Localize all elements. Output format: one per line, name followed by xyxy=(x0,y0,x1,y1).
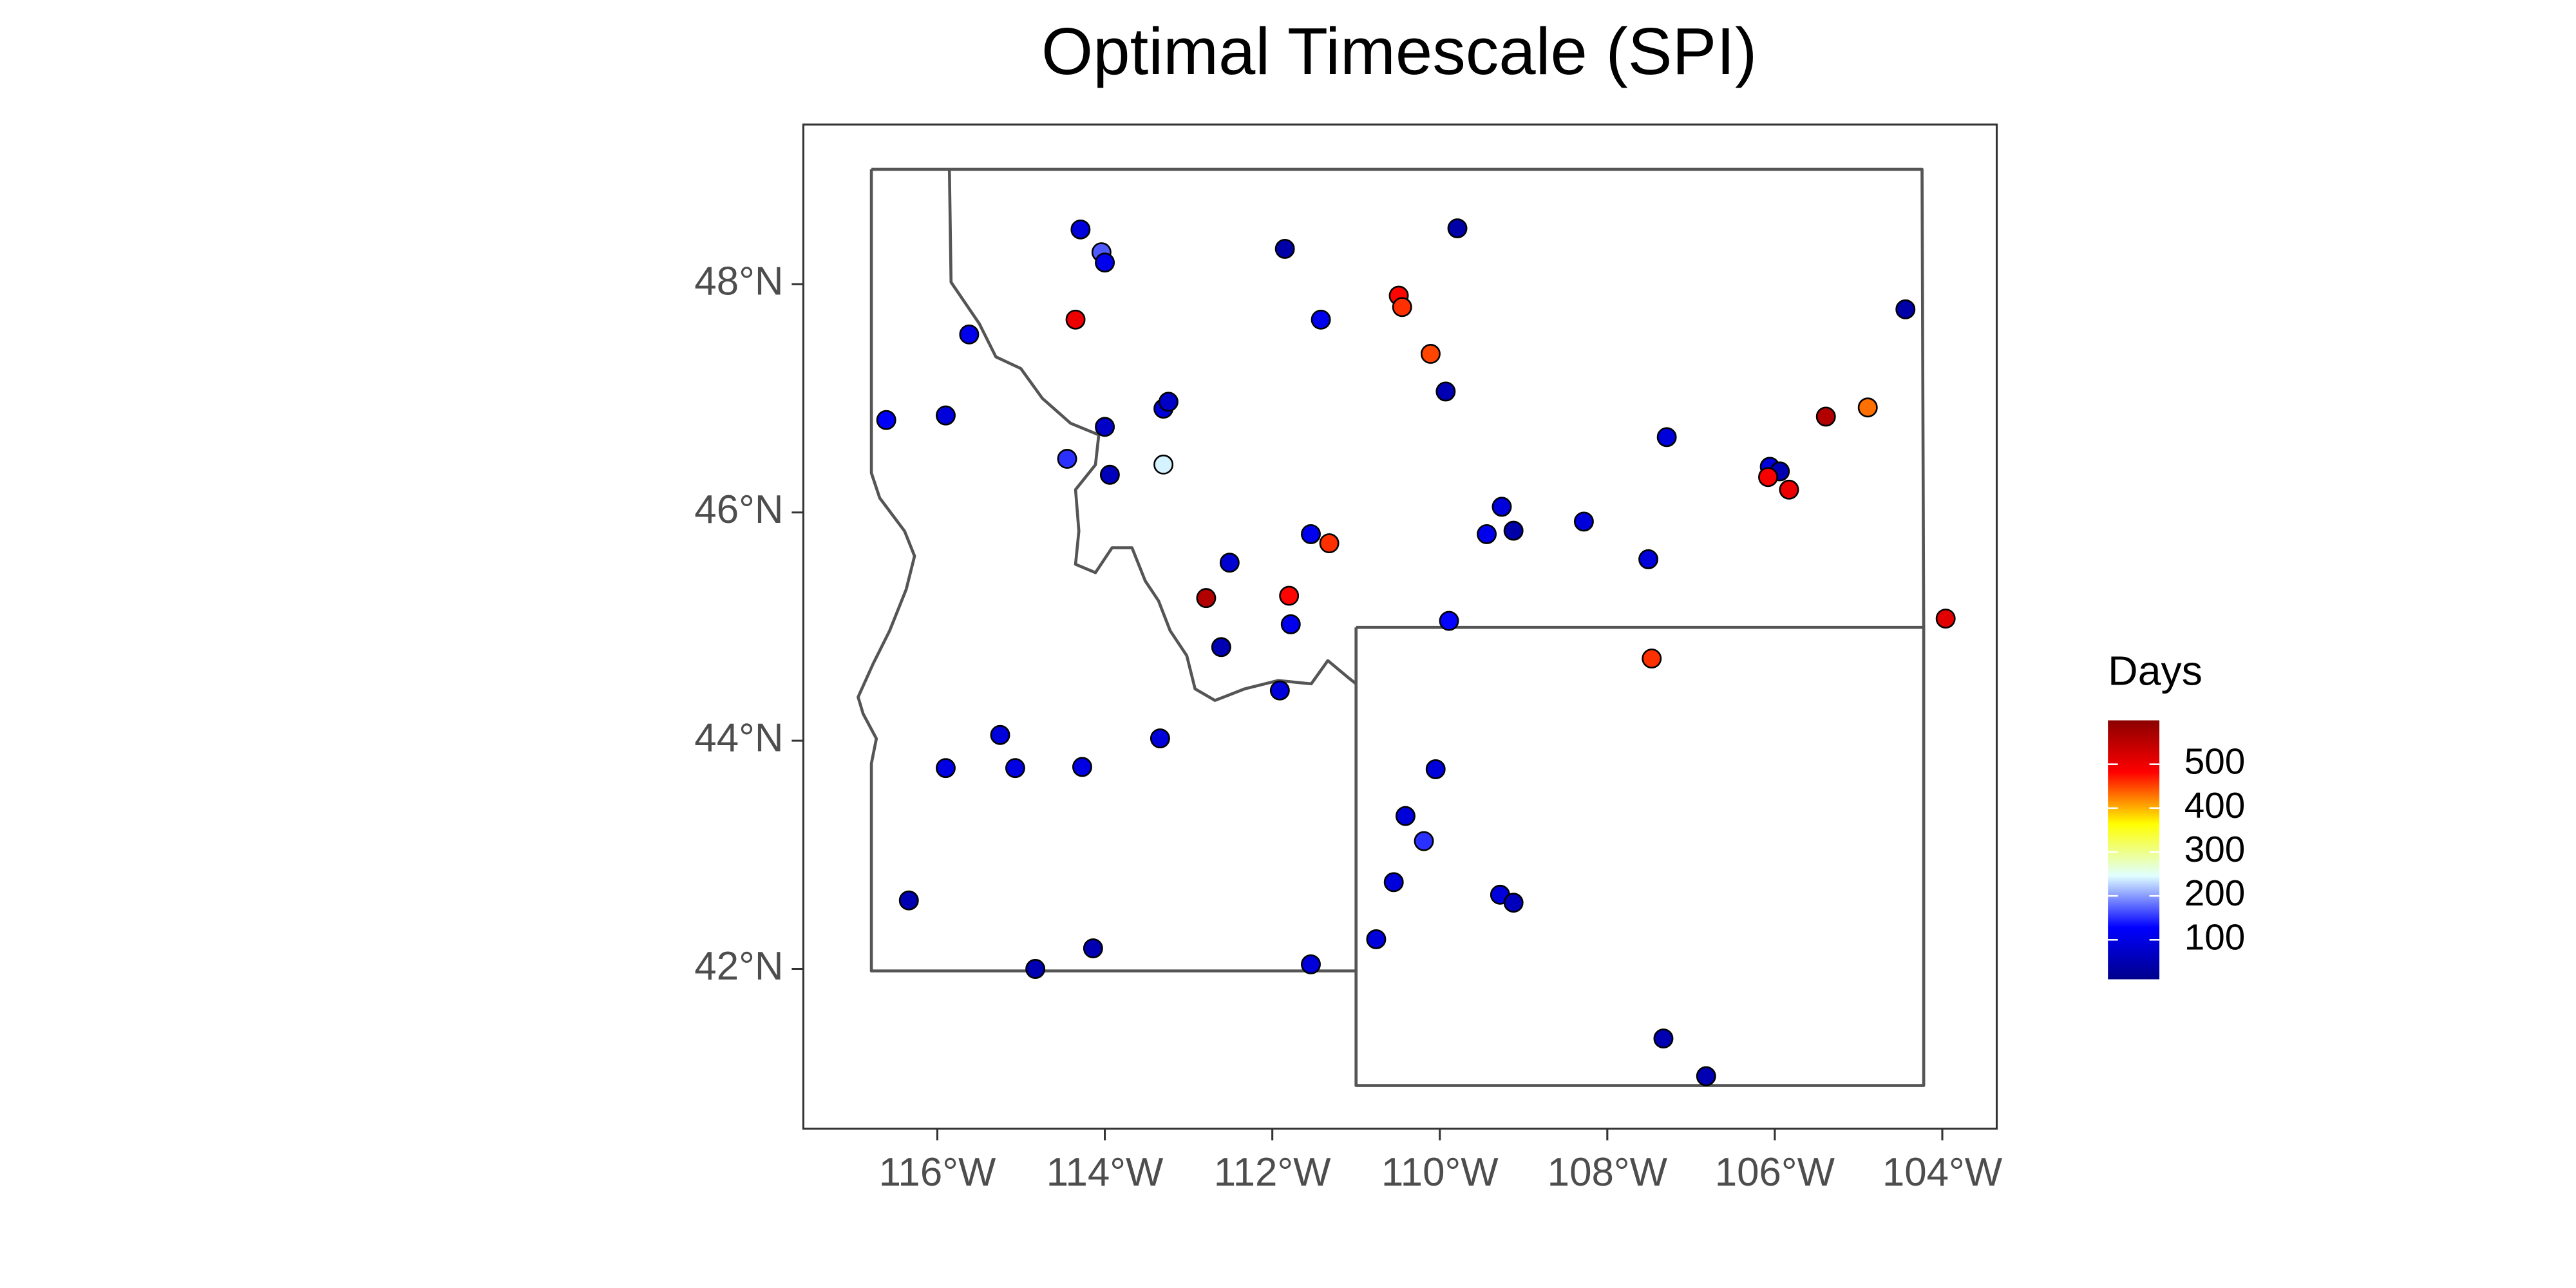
station-point xyxy=(1072,757,1092,777)
station-point xyxy=(1477,524,1497,544)
station-point xyxy=(1779,479,1799,500)
x-tick-label: 112°W xyxy=(1214,1150,1331,1195)
axes: 116°W 114°W 112°W 110°W 108°W 106°W 104°W 42°N 4… xyxy=(694,260,2002,1195)
station-point xyxy=(898,890,919,911)
station-point xyxy=(1319,533,1340,554)
station-point xyxy=(1414,831,1434,851)
station-point xyxy=(876,410,896,430)
station-point xyxy=(1392,297,1412,317)
station-point xyxy=(1815,406,1836,427)
station-point xyxy=(1150,728,1170,749)
station-point xyxy=(1503,893,1524,913)
station-point xyxy=(1383,872,1404,893)
y-tick-label: 42°N xyxy=(694,944,783,989)
station-point xyxy=(1420,343,1441,364)
station-point xyxy=(1095,417,1115,437)
station-point xyxy=(1395,806,1416,826)
station-point xyxy=(1492,497,1512,517)
montana-border xyxy=(871,167,1926,629)
station-point xyxy=(1280,614,1301,634)
station-point xyxy=(1642,649,1662,669)
state-borders xyxy=(857,167,1926,1087)
station-point xyxy=(1653,1028,1674,1049)
colorbar-tick-label: 400 xyxy=(2184,786,2246,826)
station-point xyxy=(990,724,1010,745)
y-tick-label: 46°N xyxy=(694,488,783,532)
points xyxy=(876,218,1956,1086)
x-tick-label: 114°W xyxy=(1046,1150,1164,1195)
station-point xyxy=(1301,954,1321,974)
station-point xyxy=(1099,464,1120,485)
station-point xyxy=(1158,392,1179,412)
station-point xyxy=(1656,427,1677,448)
station-point xyxy=(1219,553,1240,573)
station-point xyxy=(1311,309,1331,330)
station-point xyxy=(1153,454,1174,475)
station-point xyxy=(1083,938,1103,959)
y-tick-label: 48°N xyxy=(694,260,783,304)
station-point xyxy=(959,324,980,345)
station-point xyxy=(1279,585,1300,606)
station-point xyxy=(1025,959,1046,979)
y-tick-label: 44°N xyxy=(694,715,783,760)
station-point xyxy=(936,758,956,779)
station-point xyxy=(1274,238,1295,259)
chart-title: Optimal Timescale (SPI) xyxy=(1041,14,1757,88)
colorbar-tick-label: 500 xyxy=(2184,742,2246,782)
station-point xyxy=(1366,929,1387,949)
station-point xyxy=(1638,549,1659,569)
station-point xyxy=(1435,381,1456,402)
station-point xyxy=(1070,219,1091,240)
idaho-montana-border xyxy=(947,169,1358,702)
station-point xyxy=(1211,637,1231,658)
station-point xyxy=(1895,299,1916,319)
station-point xyxy=(1425,759,1446,779)
station-point xyxy=(1447,218,1468,239)
station-point xyxy=(1269,680,1290,701)
x-tick-label: 106°W xyxy=(1715,1150,1835,1195)
station-point xyxy=(936,405,956,426)
station-point xyxy=(1065,309,1086,330)
station-point xyxy=(1005,758,1025,779)
station-point xyxy=(1935,609,1956,629)
legend-title: Days xyxy=(2108,647,2202,694)
x-tick-label: 108°W xyxy=(1548,1150,1668,1195)
station-point xyxy=(1503,520,1524,541)
station-point xyxy=(1439,611,1459,631)
idaho-border xyxy=(857,169,1356,973)
x-tick-label: 110°W xyxy=(1381,1150,1499,1195)
x-tick-label: 116°W xyxy=(879,1150,996,1195)
station-point xyxy=(1057,449,1077,469)
colorbar-tick-label: 300 xyxy=(2184,829,2246,870)
station-point xyxy=(1196,588,1217,609)
station-point xyxy=(1095,252,1115,273)
station-point xyxy=(1301,524,1321,544)
station-point xyxy=(1758,467,1778,488)
station-point xyxy=(1573,511,1594,532)
colorbar-tick-label: 200 xyxy=(2184,873,2246,914)
x-tick-label: 104°W xyxy=(1882,1150,2003,1195)
station-point xyxy=(1696,1066,1716,1086)
colorbar-tick-label: 100 xyxy=(2184,917,2246,958)
station-point xyxy=(1857,397,1878,418)
wyoming-border xyxy=(1354,627,1926,1087)
